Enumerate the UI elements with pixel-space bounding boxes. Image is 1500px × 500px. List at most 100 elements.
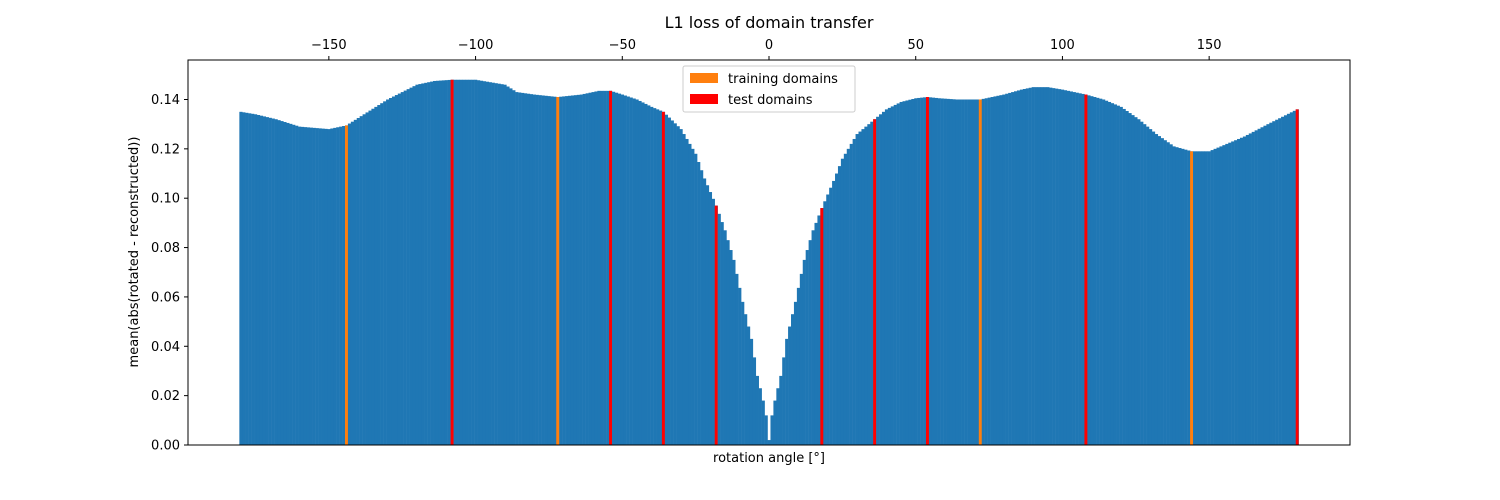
legend-label-training: training domains (728, 72, 838, 87)
y-tick-label: 0.06 (151, 290, 180, 305)
bar (685, 138, 689, 445)
bar (776, 388, 780, 445)
bar (330, 128, 334, 445)
test-domain-bar (609, 90, 613, 445)
bar (688, 143, 692, 445)
bar (1157, 136, 1161, 445)
test-domain-bar (661, 111, 665, 446)
bar (474, 79, 478, 445)
bar (485, 81, 490, 445)
bar (967, 99, 971, 445)
bar (362, 114, 366, 446)
bar (732, 259, 736, 445)
bar (656, 109, 660, 445)
bar (1245, 134, 1250, 446)
bar (1087, 95, 1091, 445)
bar (1222, 145, 1226, 445)
bar (858, 131, 862, 446)
bar (280, 121, 284, 446)
bar (861, 129, 865, 445)
bar (585, 93, 589, 445)
bar (1113, 104, 1117, 445)
bar (1260, 127, 1264, 446)
test-domain-bar (714, 205, 718, 445)
x-tick-label: 100 (1050, 38, 1075, 53)
y-axis: 0.00 0.02 0.04 0.06 0.08 0.10 0.12 0.14 (151, 93, 188, 454)
bar (324, 128, 328, 445)
bar (488, 82, 492, 445)
bar (1204, 151, 1208, 446)
bar (987, 97, 991, 445)
bar (808, 240, 812, 445)
bar (791, 314, 795, 445)
bar (679, 129, 683, 445)
bar (292, 124, 296, 445)
bar (1201, 151, 1205, 446)
bar (653, 108, 657, 445)
bar (306, 127, 311, 445)
bar (374, 106, 378, 446)
bar (755, 375, 759, 445)
training-domain-bar (344, 125, 348, 446)
bar (368, 110, 372, 445)
bar (814, 222, 818, 445)
bar (928, 97, 933, 445)
bar (870, 121, 874, 445)
bar (441, 80, 446, 445)
bar (251, 113, 255, 446)
bar (996, 95, 1000, 446)
bar (1248, 133, 1252, 445)
bar (271, 118, 275, 446)
bar (937, 98, 941, 445)
bar (567, 95, 572, 446)
bar (670, 120, 674, 445)
bar (1213, 148, 1217, 445)
bar (541, 95, 545, 446)
bar (908, 99, 912, 445)
bar (931, 97, 936, 445)
x-tick-label: 0 (765, 38, 773, 53)
bar (453, 79, 457, 445)
bar (799, 273, 803, 445)
bar (1052, 88, 1056, 445)
bar (468, 79, 472, 445)
x-tick-label: −150 (311, 38, 347, 53)
bar (1207, 151, 1211, 446)
bar (1055, 88, 1059, 445)
bar (835, 173, 839, 445)
bar (1075, 92, 1079, 445)
bar (1125, 111, 1129, 445)
legend-swatch-training (690, 73, 718, 83)
bar (477, 80, 481, 445)
y-tick-label: 0.02 (151, 389, 180, 404)
bar (383, 101, 387, 446)
bar (1237, 138, 1241, 445)
bar (1163, 140, 1167, 446)
bar (309, 127, 313, 445)
bar (529, 94, 534, 445)
bar (1254, 130, 1258, 445)
bar (1078, 93, 1082, 445)
bar (752, 357, 757, 445)
bar (289, 123, 293, 446)
bar (1122, 108, 1126, 446)
bar (386, 99, 390, 445)
bar (1231, 141, 1235, 445)
bar (265, 117, 269, 445)
bar (456, 79, 460, 445)
bar (1143, 124, 1147, 446)
bar (435, 80, 440, 445)
bar (955, 99, 959, 445)
bar (972, 99, 977, 445)
bar (641, 102, 645, 445)
bar (1031, 87, 1035, 446)
bar (626, 96, 630, 446)
bar (934, 97, 938, 446)
bar (1257, 128, 1261, 445)
bar (811, 230, 815, 445)
bar (802, 259, 806, 445)
bar (509, 88, 513, 445)
bar (826, 194, 830, 445)
bar (1286, 113, 1291, 446)
bar (981, 98, 985, 446)
